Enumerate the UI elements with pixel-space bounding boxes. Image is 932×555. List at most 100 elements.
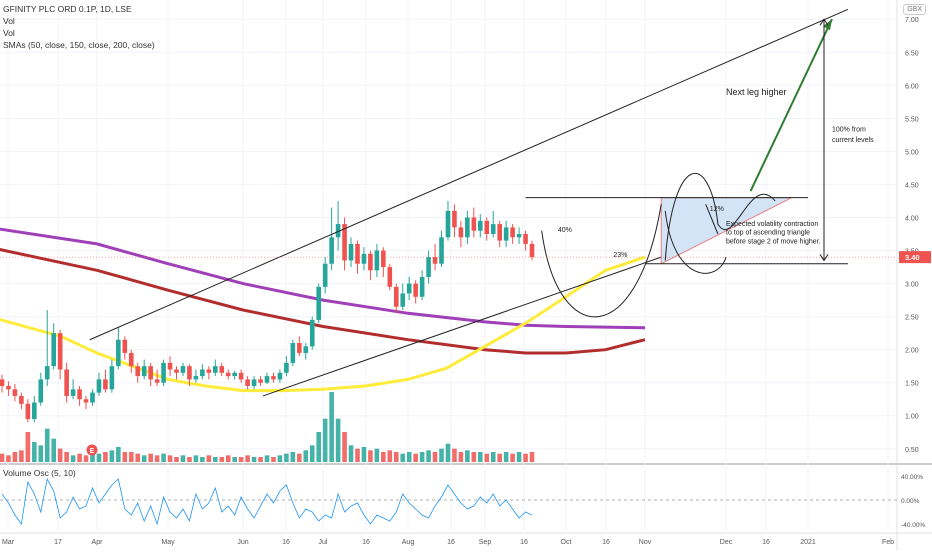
candle-body (64, 369, 69, 396)
candle-body (381, 250, 386, 268)
chart-title[interactable]: GFINITY PLC ORD 0.1P, 1D, LSE (3, 4, 132, 14)
annotation-text: before stage 2 of move higher. (726, 238, 821, 245)
candle-body (361, 253, 367, 264)
candle-body (212, 366, 218, 373)
annotation-text: 23% (613, 252, 627, 259)
candle-body (355, 243, 360, 264)
measure-arrow-head-top (819, 18, 829, 26)
candle-body (32, 402, 37, 420)
annotation-text: Next leg higher (726, 87, 787, 97)
candle-body (245, 379, 250, 386)
volume-bar (458, 452, 464, 462)
candle-body (490, 224, 496, 234)
candle-body (316, 286, 322, 320)
legend-vol-1[interactable]: Vol (3, 16, 15, 26)
candle-body (439, 237, 444, 264)
candle-body (219, 366, 225, 373)
candle-body (206, 369, 212, 373)
annotation-text: 100% from (832, 127, 866, 134)
time-tick-label: May (161, 539, 175, 546)
volume-bar (64, 452, 69, 462)
volume-bar (406, 452, 412, 462)
volume-bar (381, 452, 386, 462)
price-tick-label: 5.00 (905, 149, 919, 156)
price-tick-label: 4.50 (905, 182, 919, 189)
volume-osc-line (1, 477, 533, 526)
candle-body (309, 319, 315, 347)
candle-body (529, 243, 535, 258)
volume-bar (445, 443, 451, 462)
candle-body (193, 376, 199, 380)
legend-vol-2[interactable]: Vol (3, 28, 15, 38)
price-tick-label: 6.00 (905, 83, 919, 90)
volume-bar (368, 450, 373, 462)
candle-body (322, 263, 328, 287)
osc-tick-label: -40.00% (901, 522, 925, 529)
volume-bar (335, 418, 341, 462)
volume-bar (348, 445, 354, 462)
volume-bar (316, 432, 322, 462)
volume-bar (141, 455, 147, 462)
volume-bar (135, 453, 141, 462)
volume-bar (219, 457, 225, 462)
candle-body (516, 234, 522, 238)
candle-body (258, 379, 263, 383)
volume-bar (116, 447, 121, 462)
volume-bar (238, 457, 244, 462)
price-tick-label: 4.00 (905, 215, 919, 222)
annotation-text: 12% (710, 206, 724, 213)
candle-body (329, 237, 334, 264)
candle-body (277, 372, 283, 380)
candle-body (458, 227, 464, 238)
last-price-label: 3.40 (905, 253, 920, 262)
earnings-marker (86, 444, 98, 456)
time-tick-label: Nov (639, 539, 652, 546)
candle-body (154, 379, 160, 383)
candle-body (70, 389, 76, 396)
candle-body (510, 227, 515, 238)
target-arrow (749, 18, 833, 192)
candle-body (452, 210, 457, 228)
volume-bar (167, 455, 173, 462)
legend-smas[interactable]: SMAs (50, close, 150, close, 200, close) (3, 40, 155, 50)
candle-body (387, 267, 393, 287)
volume-bar (232, 457, 237, 462)
candle-body (38, 379, 44, 403)
candle-body (284, 362, 289, 373)
price-tick-label: 7.00 (905, 17, 919, 24)
time-tick-label: Oct (561, 539, 572, 546)
candle-body (12, 389, 18, 396)
volume-bar (103, 452, 108, 462)
volume-bar (77, 453, 82, 462)
candle-body (297, 343, 302, 353)
volume-bar (361, 447, 367, 462)
currency-badge[interactable]: GBX (903, 4, 926, 15)
volume-bar (432, 452, 438, 462)
price-tick-label: 1.00 (905, 414, 919, 421)
candle-body (148, 366, 153, 380)
volume-bar (400, 453, 406, 462)
candle-body (109, 366, 115, 390)
time-tick-label: Feb (882, 539, 894, 546)
candle-body (161, 362, 166, 383)
volume-bar (297, 453, 302, 462)
candle-body (122, 339, 128, 353)
time-tick-label: Sep (479, 539, 492, 546)
candle-body (503, 227, 509, 241)
candle-body (25, 403, 31, 420)
earnings-marker-label: E (90, 448, 95, 455)
volume-bar (503, 452, 509, 462)
volume-bar (355, 448, 360, 462)
volume-bar (0, 453, 5, 462)
candle-body (83, 399, 89, 403)
candle-body (232, 372, 237, 377)
candle-body (523, 234, 528, 244)
volume-osc-label[interactable]: Volume Osc (5, 10) (3, 468, 76, 478)
time-tick-label: Jul (319, 539, 328, 546)
time-tick-label: 16 (762, 539, 770, 546)
candle-body (368, 253, 373, 271)
candle-body (477, 220, 483, 231)
sma-200-line (0, 248, 646, 355)
